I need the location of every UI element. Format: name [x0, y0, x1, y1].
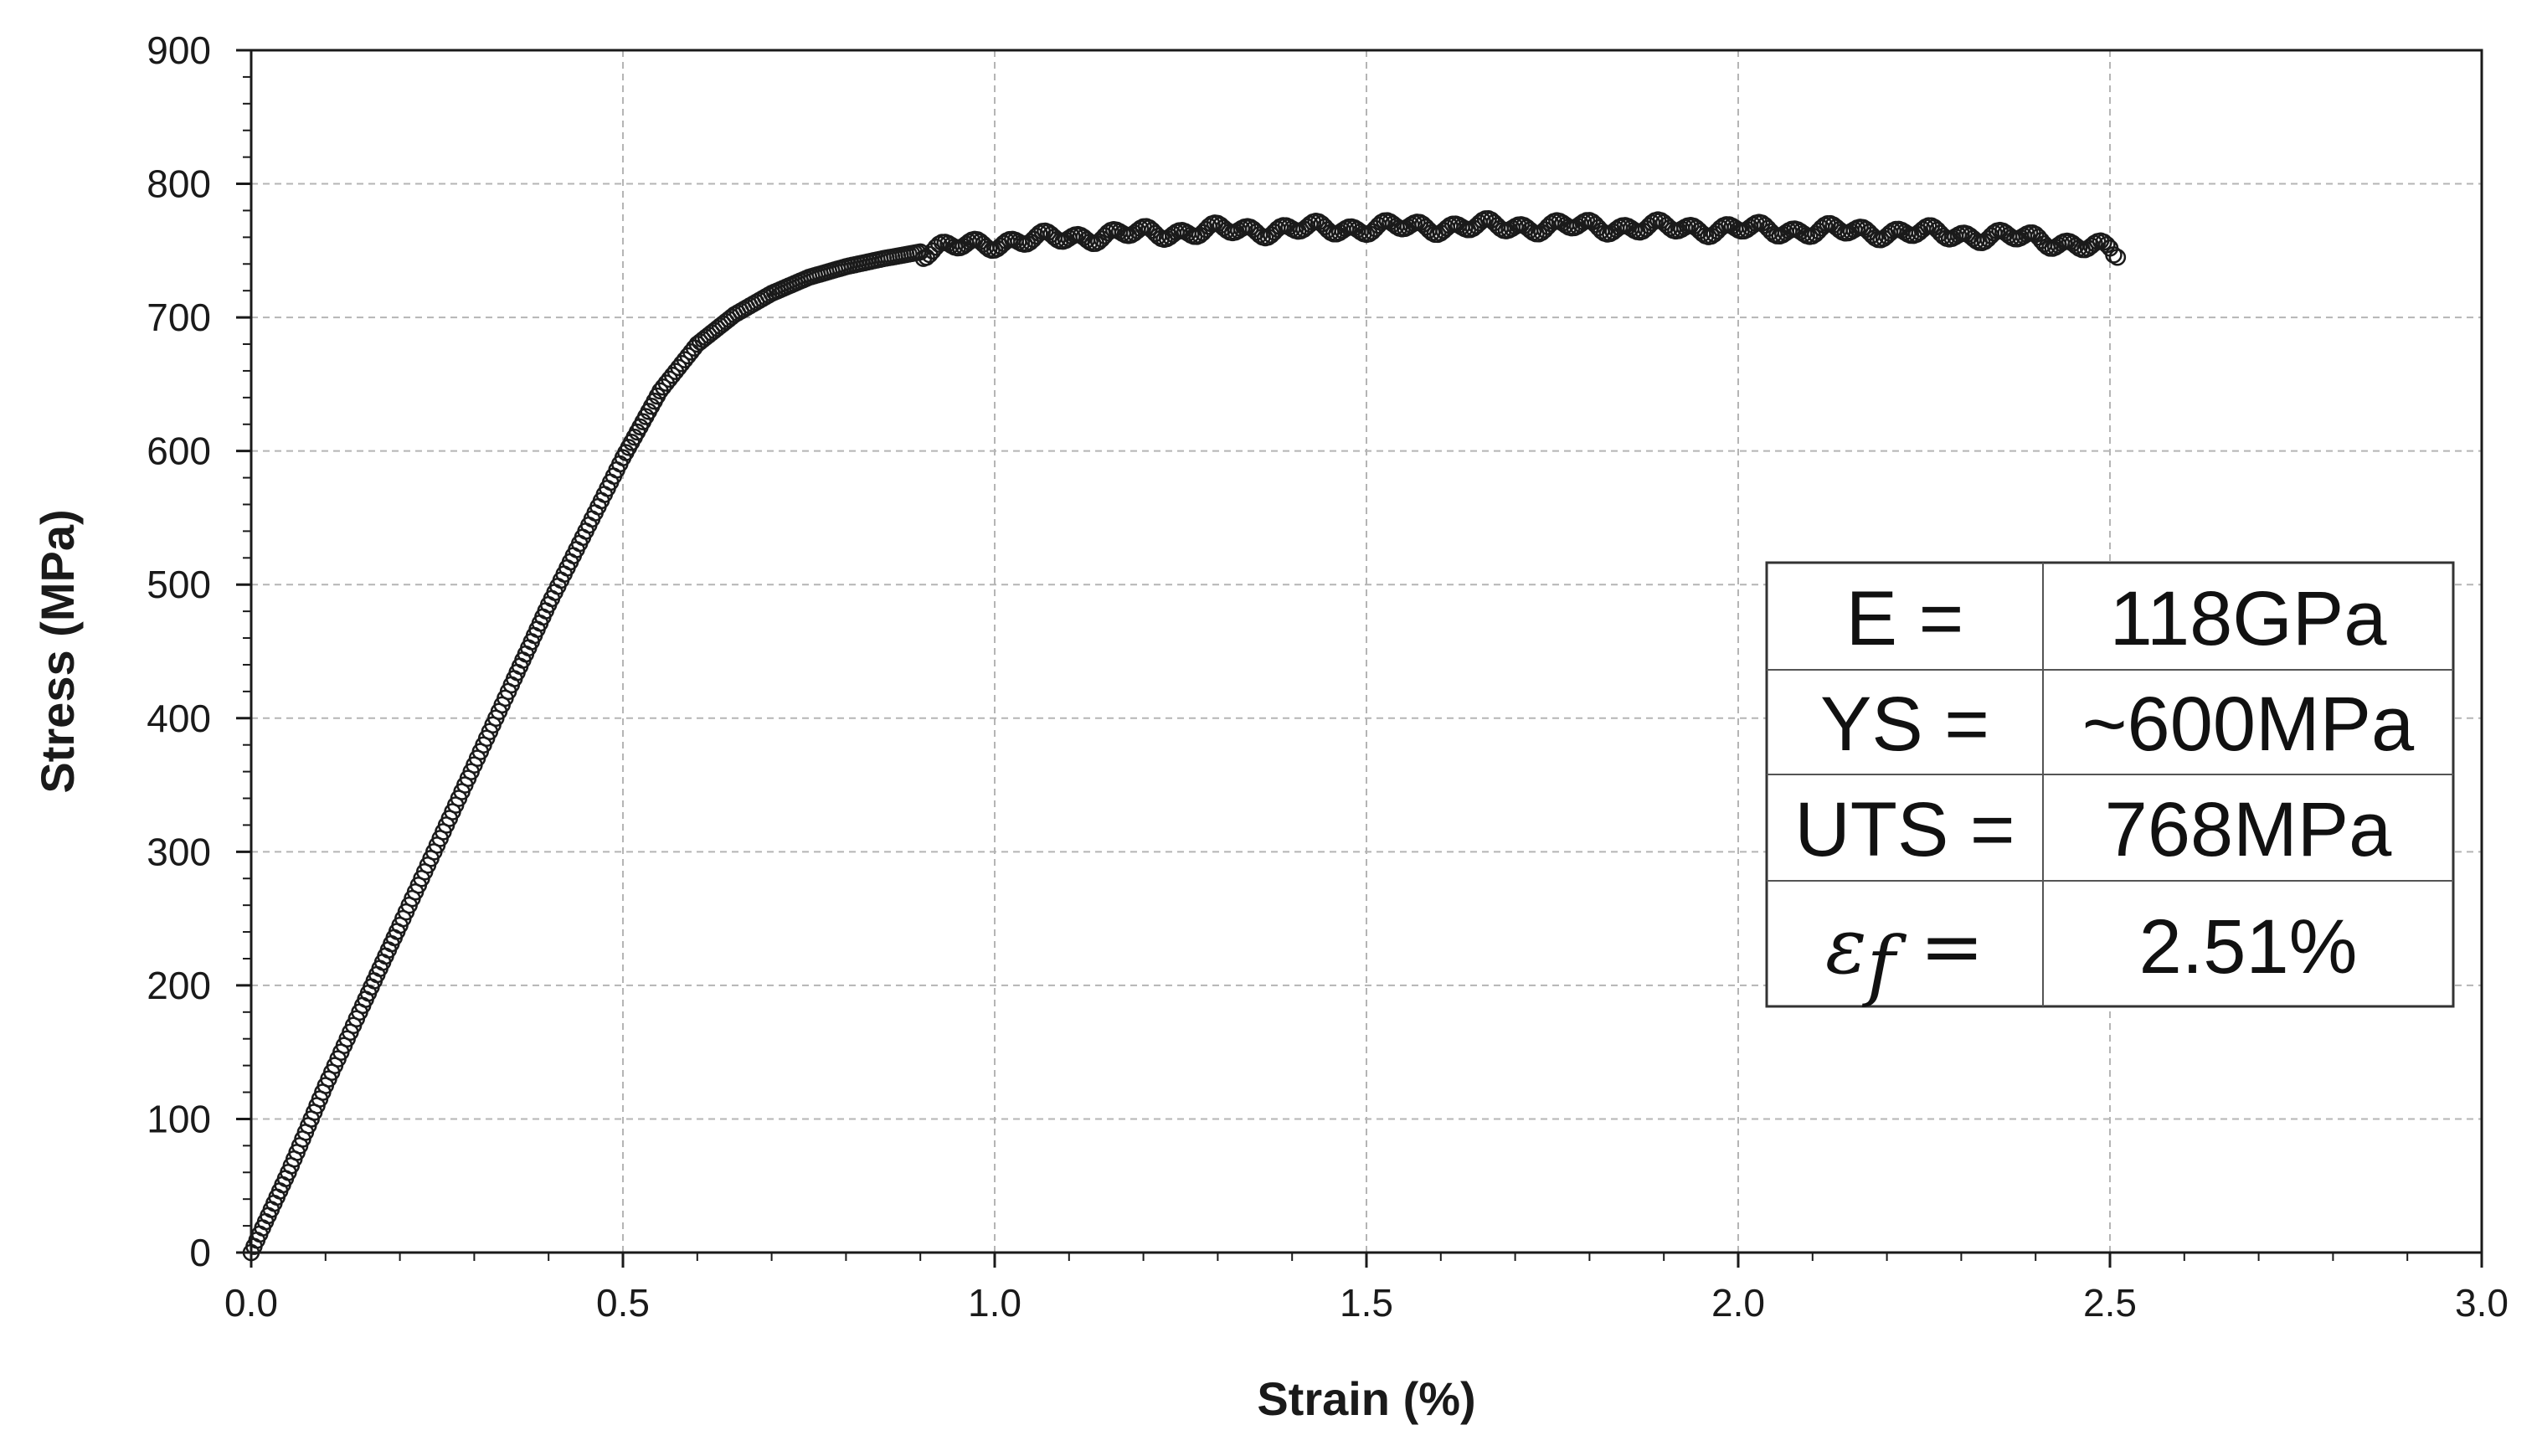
y-tick-label: 600: [147, 430, 211, 473]
table-value-yield-strength: ~600MPa: [2082, 682, 2415, 767]
epsilon-equals: =: [1896, 902, 1984, 991]
x-axis-tick-labels: 0.0 0.5 1.0 1.5 2.0 2.5 3.0: [224, 1281, 2509, 1325]
y-tick-label: 800: [147, 162, 211, 206]
y-tick-label: 200: [147, 964, 211, 1007]
data-point: [1926, 219, 1943, 236]
data-point: [1191, 226, 1209, 244]
data-point: [720, 311, 738, 328]
data-point: [1756, 216, 1774, 234]
table-value-fracture-strain: 2.51%: [2139, 904, 2358, 990]
data-point: [2108, 249, 2127, 266]
data-point: [2095, 233, 2112, 251]
x-tick-label: 2.0: [1711, 1281, 1765, 1325]
y-tick-label: 700: [147, 296, 211, 339]
data-point: [1857, 220, 1875, 239]
x-tick-label: 0.5: [596, 1281, 650, 1325]
y-tick-label: 100: [147, 1097, 211, 1140]
table-label-modulus: E =: [1846, 576, 1964, 661]
y-tick-label: 400: [147, 697, 211, 740]
data-points: [242, 210, 2127, 1262]
axis-ticks: [236, 49, 2483, 1268]
x-tick-label: 3.0: [2455, 1281, 2509, 1325]
data-point: [2105, 246, 2123, 264]
properties-table-frame: [1765, 561, 2455, 1008]
epsilon-symbol: ε: [1825, 902, 1866, 991]
data-point: [1807, 225, 1824, 243]
y-axis-title: Stress (MPa): [31, 509, 84, 793]
table-label-yield-strength: YS =: [1820, 682, 1989, 767]
data-point: [1533, 224, 1551, 241]
data-point: [1313, 215, 1330, 233]
data-point: [918, 248, 935, 266]
data-point: [1363, 223, 1382, 240]
data-point: [1583, 213, 1602, 231]
data-point: [1140, 219, 1158, 237]
y-axis-tick-labels: 0 100 200 300 400 500 600 700 800 900: [147, 28, 211, 1274]
x-tick-label: 1.5: [1340, 1281, 1393, 1325]
x-tick-label: 0.0: [224, 1281, 278, 1325]
y-tick-label: 300: [147, 830, 211, 873]
y-tick-label: 500: [147, 563, 211, 606]
x-tick-label: 2.5: [2083, 1281, 2137, 1325]
properties-table: E = 118GPa YS = ~600MPa UTS = 768MPa εf …: [1765, 561, 2455, 1010]
y-tick-label: 0: [189, 1231, 211, 1274]
x-axis-title: Strain (%): [1257, 1372, 1475, 1425]
table-label-uts: UTS =: [1794, 787, 2015, 872]
data-point: [1090, 233, 1108, 251]
data-point: [1021, 233, 1039, 251]
data-point: [2026, 225, 2045, 244]
x-tick-label: 1.0: [968, 1281, 1021, 1325]
table-value-modulus: 118GPa: [2110, 576, 2388, 661]
table-label-fracture-strain: εf =: [1825, 902, 1984, 1010]
y-tick-label: 900: [147, 28, 211, 72]
table-value-uts: 768MPa: [2105, 787, 2392, 872]
